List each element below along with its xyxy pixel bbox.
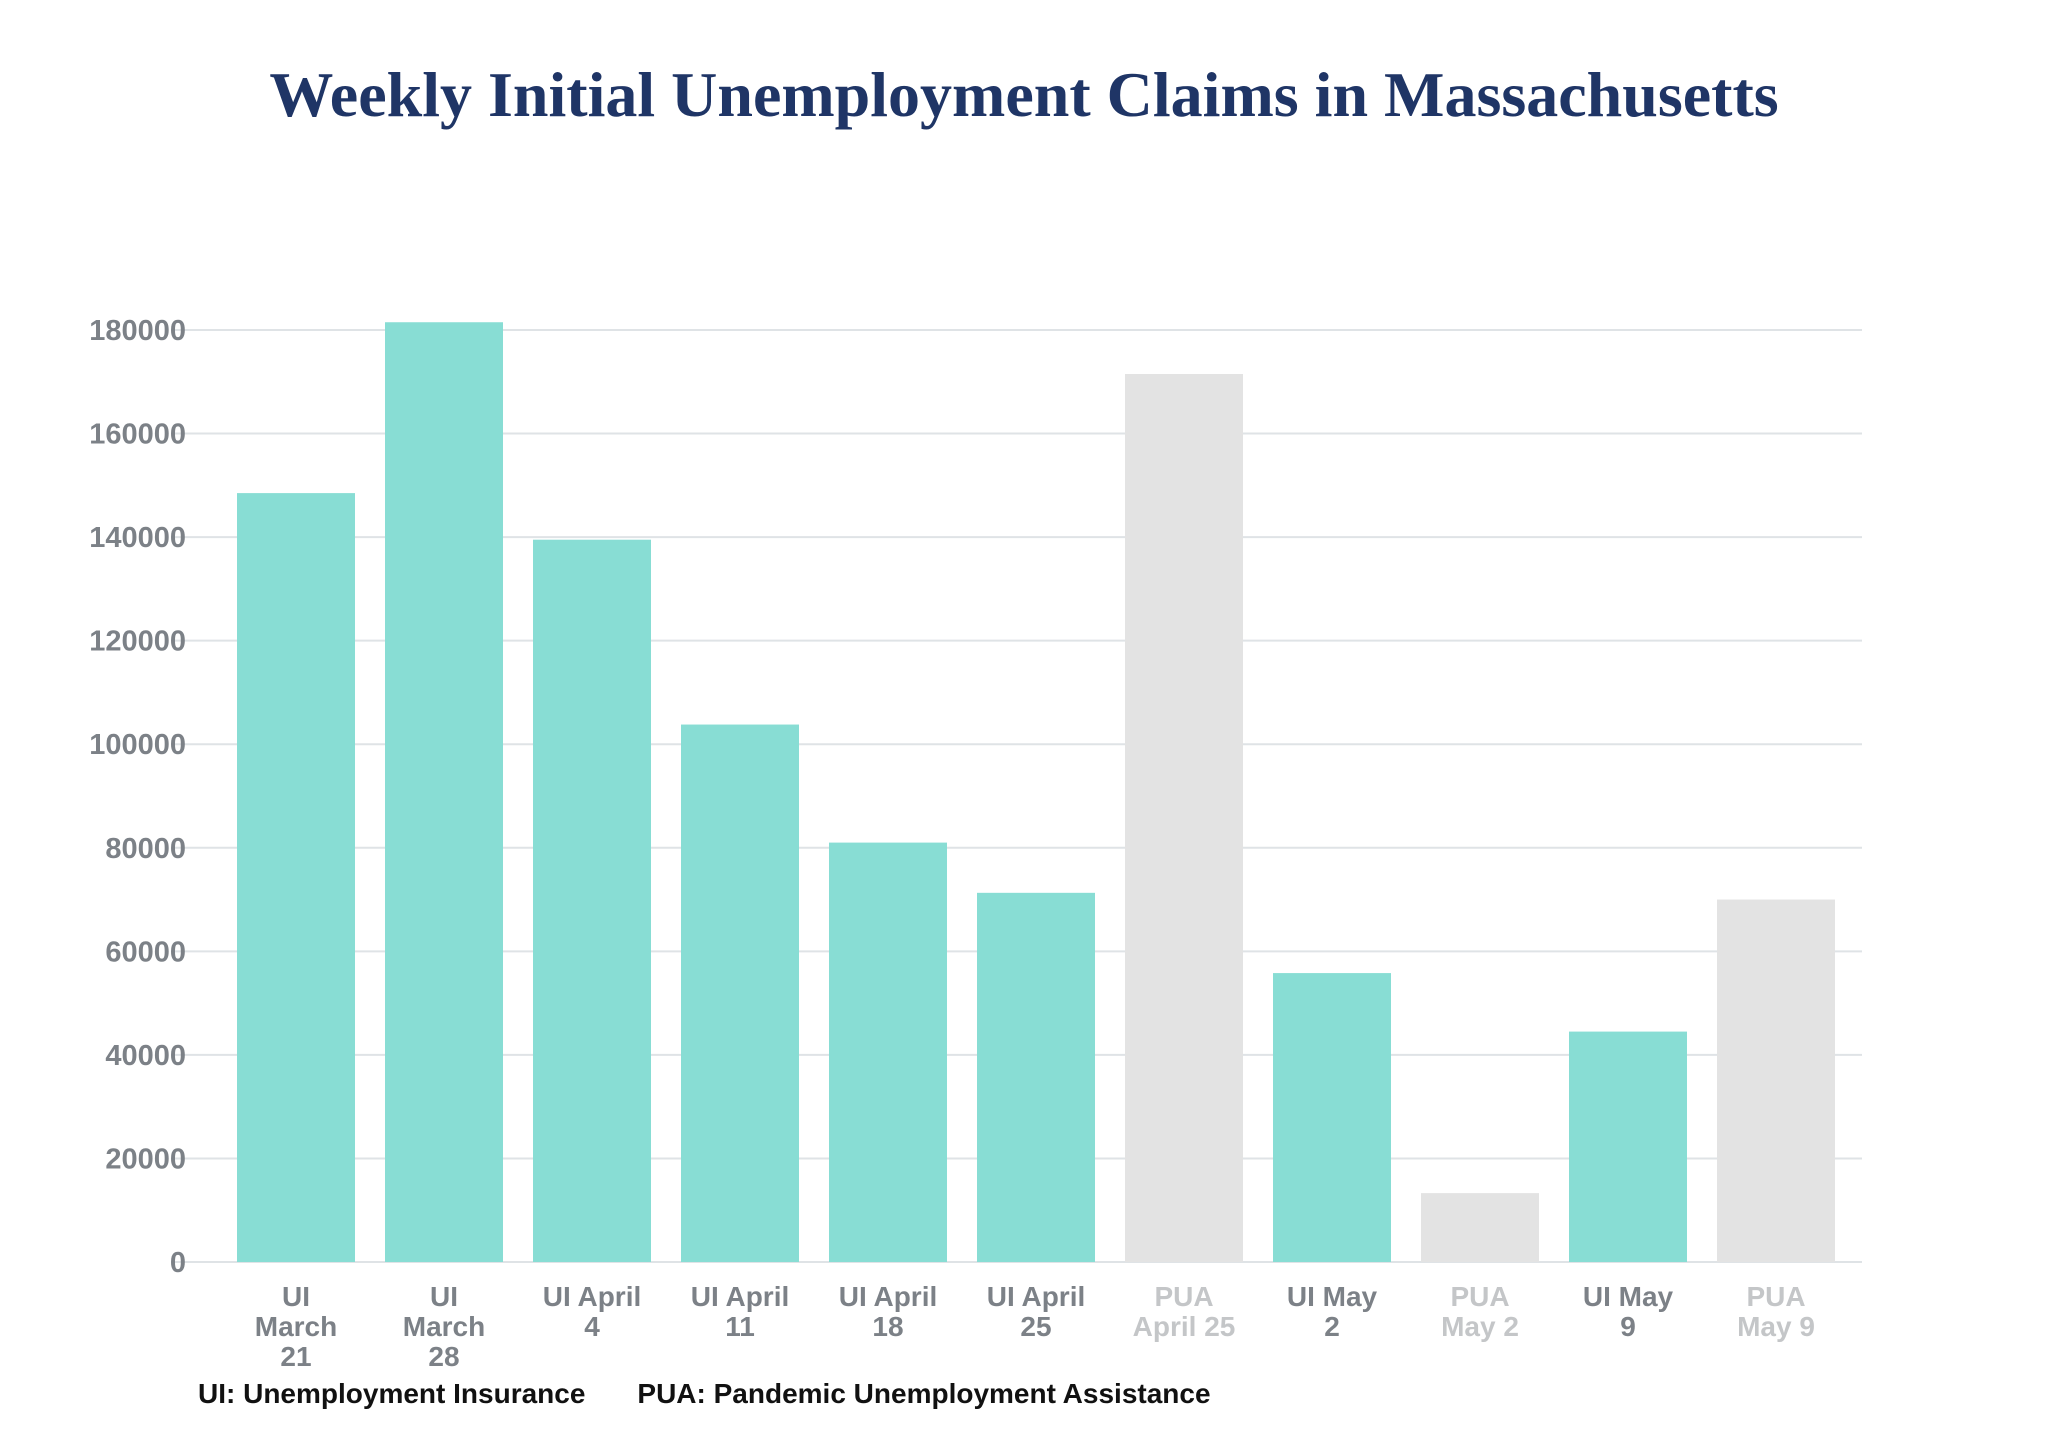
x-tick-label-line: UI	[282, 1281, 310, 1312]
y-tick-label: 0	[170, 1247, 186, 1279]
y-tick-label: 40000	[105, 1040, 186, 1072]
y-tick-label: 180000	[89, 315, 186, 347]
y-tick-label: 80000	[105, 833, 186, 865]
x-tick-label-line: PUA	[1450, 1281, 1509, 1312]
x-tick-label: PUA May 9	[1737, 1281, 1815, 1342]
bar-ui	[1569, 1031, 1687, 1262]
x-tick-label: UI April 18	[839, 1281, 938, 1342]
x-tick-label-line: UI April	[691, 1281, 790, 1312]
y-tick-label: 20000	[105, 1143, 186, 1175]
y-tick-label: 160000	[89, 419, 186, 451]
legend-ui-definition: UI: Unemployment Insurance	[198, 1378, 586, 1409]
x-tick-label-line: UI April	[543, 1281, 642, 1312]
bar-ui	[385, 322, 503, 1262]
x-tick-label: UI March 21	[255, 1281, 337, 1372]
chart-title: Weekly Initial Unemployment Claims in Ma…	[269, 59, 1779, 130]
x-tick-label-line: UI May	[1583, 1281, 1674, 1312]
x-tick-label-line: May 9	[1737, 1311, 1815, 1342]
y-tick-label: 100000	[89, 729, 186, 761]
x-tick-label: UI April 11	[691, 1281, 790, 1342]
x-tick-label-line: 28	[428, 1341, 459, 1372]
x-tick-label: PUA April 25	[1133, 1281, 1236, 1342]
x-tick-label-line: PUA	[1746, 1281, 1805, 1312]
x-tick-label: UI May 9	[1583, 1281, 1674, 1342]
bar-ui	[533, 539, 651, 1262]
bar-ui	[681, 724, 799, 1262]
x-tick-label: PUA May 2	[1441, 1281, 1519, 1342]
x-tick-label-line: March	[255, 1311, 337, 1342]
bar-pua	[1421, 1193, 1539, 1262]
x-tick-label-line: 18	[872, 1311, 903, 1342]
bars	[237, 322, 1835, 1263]
bar-ui	[237, 493, 355, 1263]
bar-pua	[1125, 374, 1243, 1262]
bar-ui	[1273, 973, 1391, 1262]
x-tick-label-line: 21	[280, 1341, 311, 1372]
x-tick-label-line: May 2	[1441, 1311, 1519, 1342]
x-tick-label-line: April 25	[1133, 1311, 1236, 1342]
x-tick-label-line: 25	[1020, 1311, 1051, 1342]
x-tick-label-line: March	[403, 1311, 485, 1342]
y-tick-label: 120000	[89, 626, 186, 658]
y-axis-tick-labels: 0 20000 40000 60000 80000 100000 120000 140000 1…	[89, 315, 186, 1279]
x-tick-label-line: 11	[725, 1311, 755, 1342]
x-tick-label-line: UI April	[987, 1281, 1086, 1312]
x-tick-label: UI April 25	[987, 1281, 1086, 1342]
bar-ui	[829, 842, 947, 1262]
x-tick-label-line: 4	[584, 1311, 600, 1342]
x-tick-label-line: UI	[430, 1281, 458, 1312]
x-tick-label-line: UI May	[1287, 1281, 1378, 1312]
legend: UI: Unemployment Insurance PUA: Pandemic …	[198, 1378, 1211, 1410]
x-tick-label-line: PUA	[1154, 1281, 1213, 1312]
x-tick-label: UI March 28	[403, 1281, 485, 1372]
x-tick-label: UI May 2	[1287, 1281, 1378, 1342]
x-tick-label-line: 9	[1620, 1311, 1636, 1342]
x-tick-label-line: 2	[1324, 1311, 1340, 1342]
bar-ui	[977, 892, 1095, 1262]
bar-pua	[1717, 899, 1835, 1262]
y-tick-label: 60000	[105, 936, 186, 968]
x-tick-label: UI April 4	[543, 1281, 642, 1342]
y-tick-label: 140000	[89, 522, 186, 554]
legend-pua-definition: PUA: Pandemic Unemployment Assistance	[637, 1378, 1211, 1409]
x-tick-label-line: UI April	[839, 1281, 938, 1312]
